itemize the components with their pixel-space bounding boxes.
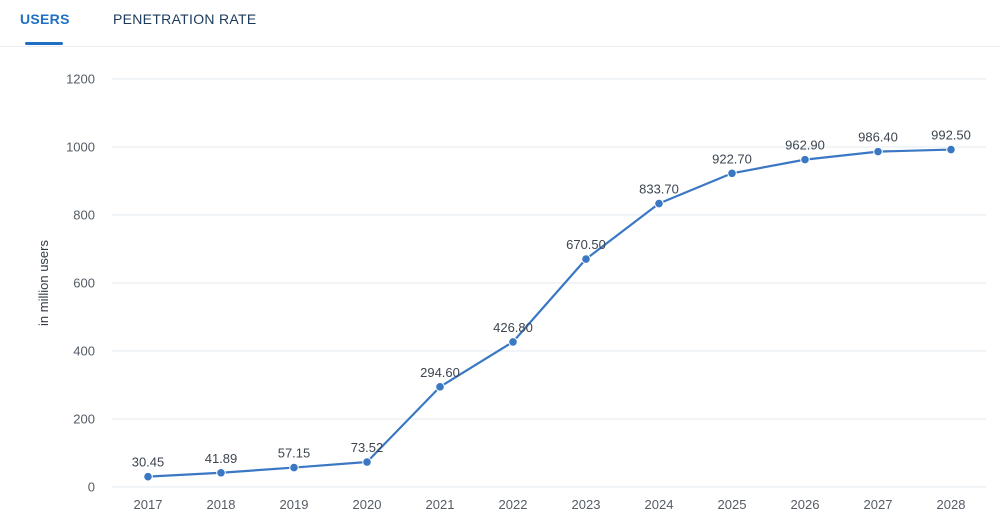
data-label: 922.70	[712, 151, 752, 166]
y-tick-label: 1000	[66, 140, 95, 155]
grid-lines	[112, 78, 986, 488]
data-label: 986.40	[858, 130, 898, 145]
series-line	[147, 148, 952, 478]
y-tick-label: 800	[73, 208, 95, 223]
x-tick-label: 2026	[791, 497, 820, 512]
data-point[interactable]	[946, 144, 956, 155]
x-tick-label: 2028	[937, 497, 966, 512]
x-tick-label: 2021	[426, 497, 455, 512]
data-point[interactable]	[873, 146, 883, 157]
data-label: 426.80	[493, 320, 533, 335]
data-label: 833.70	[639, 182, 679, 197]
data-label: 73.52	[351, 440, 384, 455]
tab-penetration-rate[interactable]: PENETRATION RATE	[113, 11, 257, 27]
x-tick-label: 2017	[134, 497, 163, 512]
active-tab-indicator	[25, 42, 63, 45]
data-label: 962.90	[785, 138, 825, 153]
x-tick-label: 2023	[572, 497, 601, 512]
data-point[interactable]	[435, 382, 445, 392]
data-point[interactable]	[143, 471, 153, 482]
y-tick-label: 0	[88, 480, 95, 495]
data-point[interactable]	[216, 467, 226, 478]
data-point[interactable]	[581, 254, 591, 264]
tab-users[interactable]: USERS	[20, 11, 70, 27]
data-point[interactable]	[508, 337, 518, 347]
tab-bar: USERS PENETRATION RATE	[0, 0, 1000, 47]
y-axis-ticks: 0 200 400 600 800 1000 1200	[66, 72, 95, 495]
data-point[interactable]	[362, 457, 372, 467]
y-tick-label: 200	[73, 412, 95, 427]
data-label: 30.45	[132, 455, 165, 470]
data-point[interactable]	[289, 462, 299, 473]
y-axis-label: in million users	[36, 240, 51, 326]
y-tick-label: 1200	[66, 72, 95, 87]
data-label: 57.15	[278, 446, 311, 461]
data-point[interactable]	[654, 198, 664, 209]
y-tick-label: 400	[73, 344, 95, 359]
data-points	[143, 144, 956, 482]
data-labels: 30.45 41.89 57.15 73.52 294.60 426.80 670.50 83…	[132, 128, 971, 470]
data-point[interactable]	[727, 168, 737, 179]
data-point[interactable]	[800, 154, 810, 165]
x-tick-label: 2024	[645, 497, 674, 512]
x-tick-label: 2022	[499, 497, 528, 512]
x-axis-ticks: 2017 2018 2019 2020 2021 2022 2023 2024 2025 2026…	[134, 497, 966, 512]
x-tick-label: 2025	[718, 497, 747, 512]
data-label: 670.50	[566, 237, 606, 252]
x-tick-label: 2019	[280, 497, 309, 512]
y-tick-label: 600	[73, 276, 95, 291]
x-tick-label: 2018	[207, 497, 236, 512]
x-tick-label: 2020	[353, 497, 382, 512]
x-tick-label: 2027	[864, 497, 893, 512]
data-label: 992.50	[931, 128, 971, 143]
data-label: 294.60	[420, 365, 460, 380]
data-label: 41.89	[205, 451, 238, 466]
